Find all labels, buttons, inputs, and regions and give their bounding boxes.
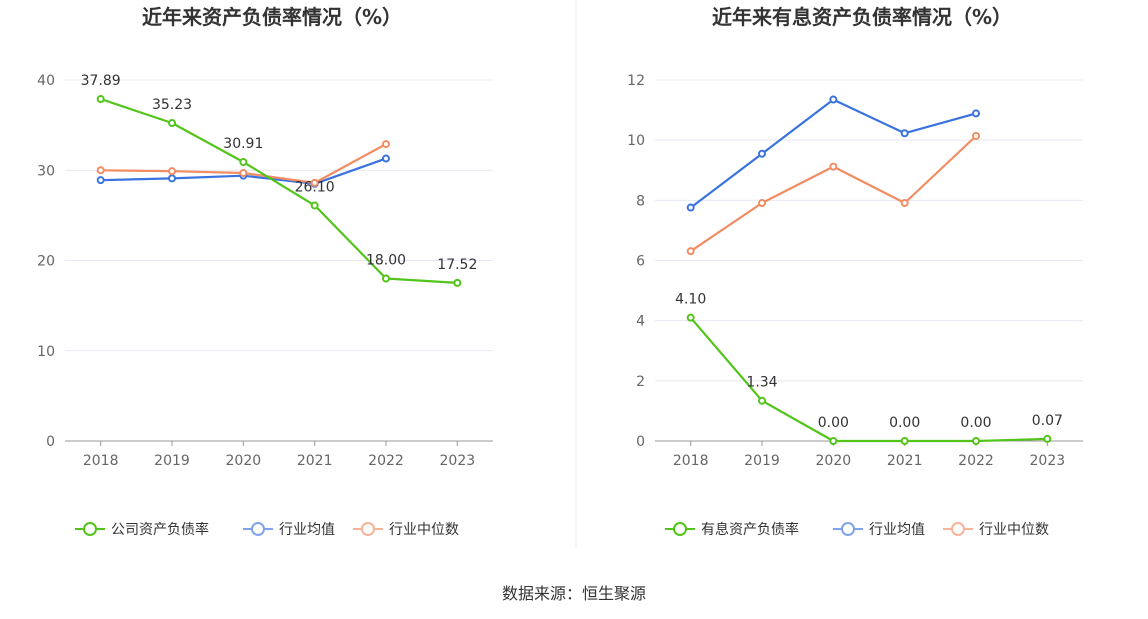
data-label: 0.00: [960, 415, 991, 431]
data-point: [310, 178, 319, 187]
data-point: [900, 437, 909, 445]
legend-marker: [673, 522, 687, 536]
data-point: [686, 203, 695, 212]
data-point: [453, 278, 462, 287]
series-line: [100, 97, 458, 284]
legend-marker: [361, 522, 375, 536]
data-label: 26.10: [295, 179, 335, 195]
legend-marker: [83, 522, 97, 536]
data-point: [686, 313, 695, 322]
data-label: 0.07: [1032, 413, 1063, 429]
chart-right-title: 近年来有息资产负债率情况（%）: [712, 5, 1012, 29]
data-point: [829, 437, 838, 445]
data-source-note: 数据来源：恒生聚源: [501, 584, 646, 603]
x-tick-label: 2023: [440, 453, 476, 469]
x-tick-label: 2019: [744, 453, 780, 469]
data-point: [96, 176, 105, 185]
legend-label: 有息资产负债率: [701, 521, 799, 538]
y-tick-label: 10: [37, 344, 55, 360]
data-point: [168, 167, 176, 176]
series-line: [690, 135, 977, 253]
data-point: [829, 162, 838, 171]
x-tick-label: 2018: [83, 453, 119, 469]
data-point: [686, 247, 695, 256]
x-tick-label: 2021: [887, 453, 923, 469]
data-point: [168, 119, 176, 128]
series-line: [689, 316, 1048, 443]
data-label: 30.91: [223, 136, 263, 152]
y-tick-label: 40: [37, 73, 55, 89]
legend-label: 公司资产负债率: [111, 521, 209, 538]
legend-label: 行业中位数: [979, 522, 1049, 538]
y-tick-label: 2: [636, 374, 645, 390]
data-point: [96, 166, 105, 175]
data-point: [96, 95, 105, 104]
x-tick-label: 2018: [673, 453, 709, 469]
legend-label: 行业中位数: [389, 522, 459, 538]
data-label: 0.00: [889, 415, 920, 431]
data-point: [900, 129, 909, 138]
chart-right: 近年来有息资产负债率情况（%） 0 2 4 6 8 10 12 2018 2019 2020 202…: [627, 5, 1083, 538]
data-label: 37.89: [81, 73, 121, 89]
data-point: [1043, 434, 1052, 443]
series-line: [690, 98, 977, 209]
y-tick-label: 6: [636, 254, 645, 270]
data-point: [239, 168, 248, 177]
data-point: [972, 437, 980, 445]
y-tick-label: 30: [37, 163, 55, 179]
x-tick-label: 2023: [1030, 453, 1066, 469]
data-label: 35.23: [152, 97, 192, 113]
data-label: 17.52: [437, 257, 477, 273]
data-point: [239, 158, 248, 167]
chart-left-title: 近年来资产负债率情况（%）: [142, 5, 402, 29]
x-tick-label: 2020: [226, 453, 262, 469]
data-label: 0.00: [818, 415, 849, 431]
data-label: 18.00: [366, 253, 406, 269]
x-tick-label: 2019: [154, 453, 190, 469]
data-point: [758, 199, 766, 208]
y-tick-label: 10: [627, 133, 645, 149]
y-tick-label: 0: [46, 434, 55, 450]
data-point: [168, 174, 176, 183]
x-tick-label: 2022: [958, 453, 994, 469]
y-tick-label: 4: [636, 314, 645, 330]
x-tick-label: 2020: [816, 453, 852, 469]
legend-marker: [841, 522, 855, 536]
data-point: [972, 131, 980, 140]
x-tick-label: 2021: [297, 453, 333, 469]
data-point: [758, 149, 766, 158]
chart-left: 近年来资产负债率情况（%） 0 10 20 30 40 2018 2019 2020 2021 2…: [37, 5, 493, 538]
y-tick-label: 12: [627, 73, 645, 89]
data-point: [900, 199, 909, 208]
data-point: [829, 95, 838, 104]
data-point: [382, 154, 390, 163]
data-point: [758, 396, 766, 405]
y-tick-label: 8: [636, 193, 645, 209]
data-label: 4.10: [675, 292, 706, 308]
legend-marker: [251, 522, 265, 536]
data-point: [382, 274, 390, 283]
legend-label: 行业均值: [869, 522, 925, 538]
x-tick-label: 2022: [368, 453, 404, 469]
y-tick-label: 0: [636, 434, 645, 450]
data-point: [382, 140, 390, 149]
legend-label: 行业均值: [279, 522, 335, 538]
y-tick-label: 20: [37, 254, 55, 270]
data-point: [972, 109, 980, 118]
data-point: [310, 201, 319, 210]
legend-marker: [951, 522, 965, 536]
data-label: 1.34: [746, 375, 777, 391]
